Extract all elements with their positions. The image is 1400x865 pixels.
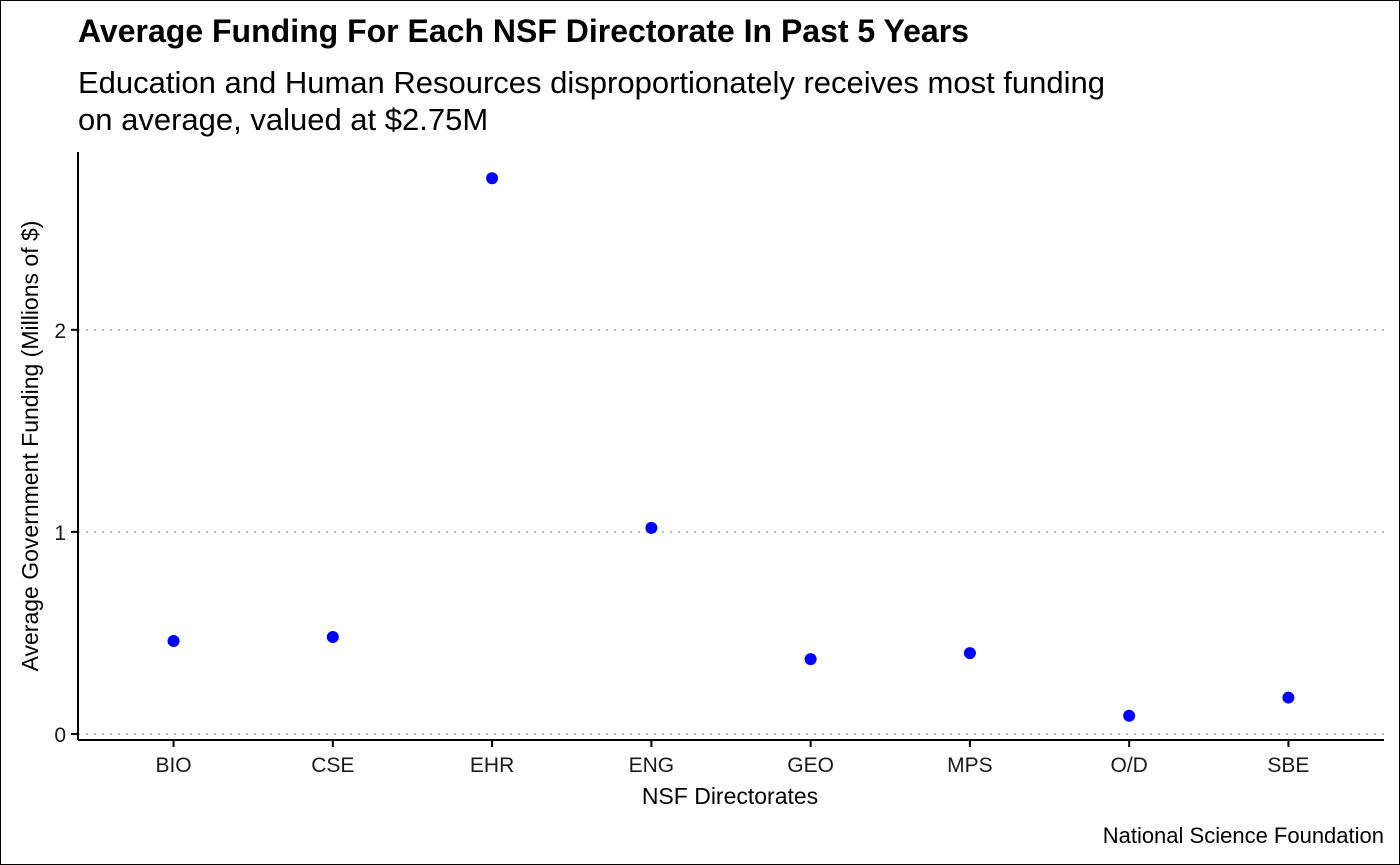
y-axis-title: Average Government Funding (Millions of … — [17, 221, 43, 672]
x-tick-label-geo: GEO — [787, 754, 834, 777]
axes — [77, 152, 1384, 741]
y-tick-label-2: 2 — [54, 320, 66, 343]
gridlines — [78, 328, 1384, 735]
chart-title: Average Funding For Each NSF Directorate… — [78, 13, 969, 49]
x-tick-label-eng: ENG — [629, 754, 675, 777]
x-tick-label-cse: CSE — [311, 754, 354, 777]
data-point-cse — [326, 630, 339, 643]
chart-caption: National Science Foundation — [1103, 823, 1384, 848]
data-point-bio — [167, 634, 180, 647]
data-point-mps — [963, 647, 976, 660]
y-axis-ticks: 0 1 2 — [54, 320, 78, 747]
x-axis-title: NSF Directorates — [642, 783, 818, 809]
chart-subtitle-line-2: on average, valued at $2.75M — [78, 102, 488, 137]
chart-subtitle-line-1: Education and Human Resources disproport… — [78, 65, 1105, 100]
x-tick-label-o-d: O/D — [1110, 754, 1147, 777]
x-tick-label-ehr: EHR — [470, 754, 514, 777]
x-axis-ticks: BIO CSE EHR ENG GEO MPS O/D SBE — [155, 740, 1309, 777]
data-point-ehr — [486, 172, 499, 185]
data-point-o-d — [1123, 709, 1136, 722]
data-point-sbe — [1282, 691, 1295, 704]
x-tick-label-bio: BIO — [155, 754, 191, 777]
data-points — [167, 172, 1295, 722]
data-point-eng — [645, 521, 658, 534]
data-point-geo — [804, 653, 817, 666]
x-tick-label-mps: MPS — [947, 754, 993, 777]
y-tick-label-1: 1 — [54, 522, 66, 545]
x-tick-label-sbe: SBE — [1267, 754, 1309, 777]
y-tick-label-0: 0 — [54, 724, 66, 747]
